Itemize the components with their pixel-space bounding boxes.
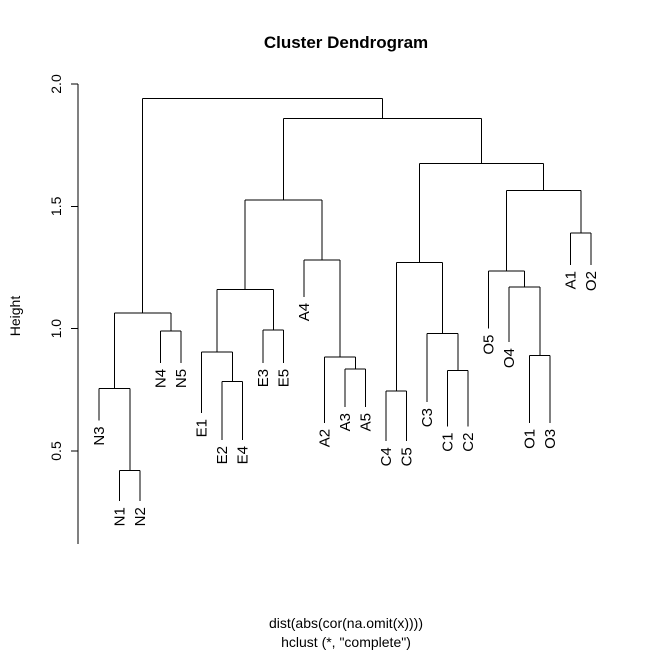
leaf-label: O5 bbox=[481, 335, 498, 355]
x-axis-label-line2: hclust (*, "complete") bbox=[281, 634, 411, 650]
leaf-label: C1 bbox=[440, 433, 457, 452]
x-axis-label-line1: dist(abs(cor(na.omit(x)))) bbox=[269, 615, 423, 631]
leaf-label: N3 bbox=[91, 426, 108, 445]
leaf-label: O2 bbox=[583, 271, 600, 291]
leaf-label: N2 bbox=[132, 507, 149, 526]
leaf-label: C5 bbox=[399, 447, 416, 466]
dendrogram-tree bbox=[98, 98, 592, 502]
y-tick-label: 1.5 bbox=[48, 196, 64, 216]
chart-title: Cluster Dendrogram bbox=[264, 33, 428, 52]
leaf-label: A4 bbox=[296, 303, 313, 321]
y-tick-label: 1.0 bbox=[48, 319, 64, 339]
leaf-label: O3 bbox=[542, 429, 559, 449]
leaf-label: N1 bbox=[112, 507, 129, 526]
leaf-label: C3 bbox=[419, 408, 436, 427]
leaf-label: A3 bbox=[337, 413, 354, 431]
leaf-label: A1 bbox=[563, 271, 580, 289]
leaf-label: C4 bbox=[378, 447, 395, 466]
leaf-label: E5 bbox=[276, 369, 293, 387]
leaf-label: E4 bbox=[235, 446, 252, 464]
leaf-label: A5 bbox=[358, 413, 375, 431]
y-axis-label: Height bbox=[7, 296, 23, 337]
y-tick-label: 0.5 bbox=[48, 441, 64, 461]
leaf-label: N5 bbox=[173, 369, 190, 388]
leaf-label: O1 bbox=[522, 429, 539, 449]
leaf-label: E3 bbox=[255, 369, 272, 387]
leaf-label: E2 bbox=[214, 446, 231, 464]
leaf-label: C2 bbox=[460, 433, 477, 452]
leaf-label: A2 bbox=[317, 429, 334, 447]
y-axis: 0.5 1.0 1.5 2.0 bbox=[48, 74, 79, 544]
leaf-label: N4 bbox=[153, 369, 170, 388]
leaf-label: E1 bbox=[194, 419, 211, 437]
leaf-label: O4 bbox=[501, 348, 518, 368]
y-tick-label: 2.0 bbox=[48, 74, 64, 94]
